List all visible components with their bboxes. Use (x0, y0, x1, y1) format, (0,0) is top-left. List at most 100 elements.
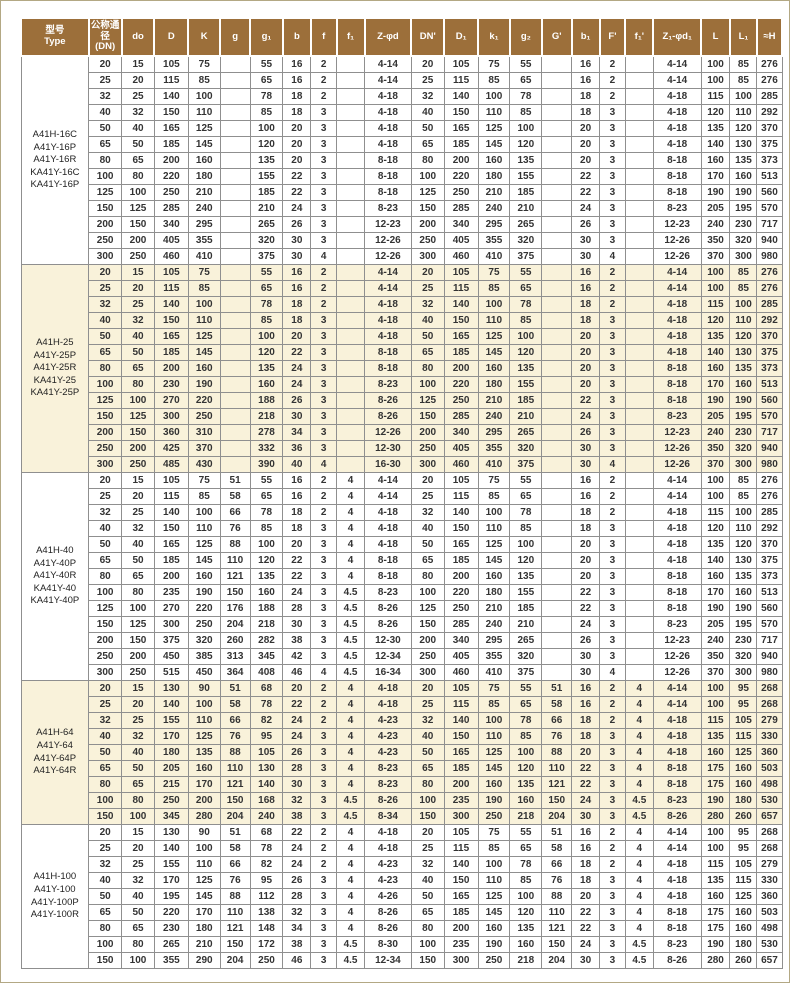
table-cell-f: 3 (310, 632, 338, 649)
table-cell-dn: 300 (88, 664, 123, 681)
table-cell-g2: 120 (509, 136, 543, 153)
table-cell-do: 32 (121, 520, 155, 537)
table-cell-f12: 4.5 (624, 936, 654, 953)
table-cell-DN2: 50 (410, 888, 445, 905)
table-cell-f: 3 (310, 520, 338, 537)
table-cell-D: 375 (153, 632, 189, 649)
table-cell-b: 30 (282, 248, 312, 265)
table-cell-g: 76 (219, 872, 251, 889)
table-cell-L: 100 (700, 55, 731, 73)
table-cell-H: 513 (756, 168, 783, 185)
table-cell-k1: 160 (477, 360, 511, 377)
table-cell-D: 355 (153, 952, 189, 969)
table-cell-Z1-phi-d1: 4-14 (652, 472, 702, 489)
table-cell-G2 (541, 648, 573, 665)
table-cell-b: 34 (282, 920, 312, 937)
table-cell-D1: 220 (443, 168, 479, 185)
table-cell-Z-phi-d: 4-18 (364, 312, 412, 329)
table-cell-g: 66 (219, 712, 251, 729)
table-cell-g: 51 (219, 824, 251, 841)
table-cell-g2: 65 (509, 696, 543, 713)
table-cell-f: 2 (310, 856, 338, 873)
table-cell-D1: 285 (443, 616, 479, 633)
table-cell-b: 22 (282, 168, 312, 185)
table-cell-do: 150 (121, 424, 155, 441)
table-cell-L: 190 (700, 936, 731, 953)
table-cell-g2: 185 (509, 600, 543, 617)
table-row: 25 20 140 100 58 78 24 2 4 4-18 25 115 85 65 58 16 2 4 4-1… (21, 840, 783, 857)
table-cell-G2 (541, 264, 573, 281)
table-cell-G2: 204 (541, 808, 573, 825)
table-cell-K: 160 (187, 360, 221, 377)
table-body: A41H-16C A41Y-16P A41Y-16R KA41Y-16C KA41Y-1… (20, 55, 783, 969)
table-cell-do: 80 (121, 792, 155, 809)
table-cell-L: 175 (700, 776, 731, 793)
table-cell-F2: 3 (599, 104, 626, 121)
table-cell-dn: 50 (88, 744, 123, 761)
column-header-F2: F' (598, 17, 627, 57)
table-cell-g1: 78 (249, 696, 284, 713)
table-cell-DN2: 50 (410, 744, 445, 761)
table-cell-K: 110 (187, 312, 221, 329)
table-cell-f: 4 (310, 664, 338, 681)
table-cell-L: 190 (700, 392, 731, 409)
table-cell-g1: 375 (249, 248, 284, 265)
table-cell-G2 (541, 296, 573, 313)
table-cell-L: 120 (700, 312, 731, 329)
table-row: 50 40 165 125 100 20 3 4-18 50 165 125 100 20 3 4-18 13… (21, 328, 783, 345)
table-cell-f: 2 (310, 824, 338, 841)
table-cell-DN2: 200 (410, 424, 445, 441)
table-cell-g2: 85 (509, 872, 543, 889)
table-cell-F2: 4 (599, 248, 626, 265)
table-cell-f1 (336, 216, 365, 233)
table-cell-f: 2 (310, 840, 338, 857)
table-row: 100 80 250 200 150 168 32 3 4.5 8-26 100 235 190 160 1… (21, 792, 783, 809)
table-cell-D1: 340 (443, 216, 479, 233)
table-cell-L: 120 (700, 104, 731, 121)
table-cell-k1: 100 (477, 504, 511, 521)
table-cell-g2: 100 (509, 120, 543, 137)
table-cell-g2: 78 (509, 712, 543, 729)
table-cell-L: 370 (700, 248, 731, 265)
table-cell-b1: 22 (571, 920, 601, 937)
table-cell-f1 (336, 408, 365, 425)
table-cell-H: 285 (756, 88, 783, 105)
table-cell-H: 268 (756, 824, 783, 841)
table-cell-G2: 58 (541, 840, 573, 857)
table-cell-K: 355 (187, 232, 221, 249)
table-cell-K: 125 (187, 872, 221, 889)
table-cell-f12 (624, 600, 654, 617)
table-cell-f: 3 (310, 360, 338, 377)
table-cell-f: 3 (310, 536, 338, 553)
table-cell-f12: 4 (624, 872, 654, 889)
table-cell-K: 280 (187, 808, 221, 825)
table-cell-f1: 4 (336, 712, 365, 729)
table-cell-D: 105 (153, 264, 189, 281)
table-cell-dn: 250 (88, 440, 123, 457)
table-cell-g1: 332 (249, 440, 284, 457)
table-cell-do: 200 (121, 232, 155, 249)
table-cell-g1: 120 (249, 552, 284, 569)
table-cell-L: 350 (700, 232, 731, 249)
table-cell-L1: 135 (729, 152, 758, 169)
table-cell-g1: 282 (249, 632, 284, 649)
table-cell-dn: 80 (88, 776, 123, 793)
table-row: 32 25 140 100 78 18 2 4-18 32 140 100 78 18 2 4-18 115 1… (21, 296, 783, 313)
table-cell-Z1-phi-d1: 4-14 (652, 488, 702, 505)
table-cell-DN2: 250 (410, 648, 445, 665)
table-cell-DN2: 65 (410, 552, 445, 569)
table-row: 32 25 140 100 78 18 2 4-18 32 140 100 78 18 2 4-18 115 1… (21, 88, 783, 105)
table-cell-g2: 78 (509, 856, 543, 873)
table-cell-f1 (336, 264, 365, 281)
table-cell-D1: 165 (443, 328, 479, 345)
table-cell-g: 364 (219, 664, 251, 681)
table-cell-D1: 105 (443, 824, 479, 841)
model-type-cell: A41H-16C A41Y-16P A41Y-16R KA41Y-16C KA41Y-1… (20, 55, 90, 265)
table-cell-dn: 32 (88, 296, 123, 313)
table-cell-L: 160 (700, 152, 731, 169)
table-cell-Z1-phi-d1: 8-18 (652, 392, 702, 409)
table-cell-Z-phi-d: 4-18 (364, 840, 412, 857)
table-cell-do: 40 (121, 888, 155, 905)
table-cell-b1: 20 (571, 536, 601, 553)
